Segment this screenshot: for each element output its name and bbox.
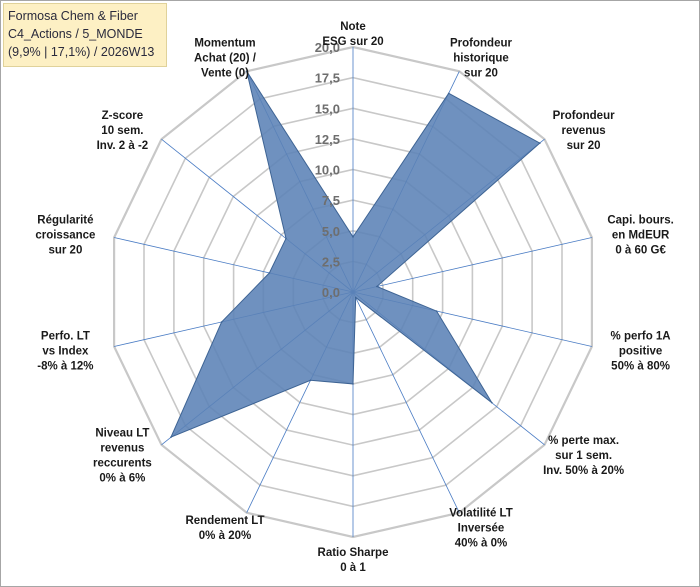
data-point xyxy=(285,237,287,240)
axis-label-line: % perfo 1A xyxy=(611,331,671,343)
title-box: Formosa Chem & Fiber C4_Actions / 5_MOND… xyxy=(3,3,167,67)
axis-label-line: 0 à 60 G€ xyxy=(615,244,666,256)
axis-label: Niveau LT revenus reccurents 0% à 6% xyxy=(93,428,152,485)
axis-label-line: Z-score xyxy=(102,110,144,122)
axis-label-line: Niveau LT xyxy=(95,428,149,440)
spoke-line xyxy=(352,237,592,293)
axis-label-line: reccurents xyxy=(93,458,152,470)
title-line-3: (9,9% | 17,1%) / 2026W13 xyxy=(8,45,155,59)
tick-label: 20,0 xyxy=(315,40,340,55)
data-point xyxy=(352,236,354,238)
axis-label-line: Rendement LT xyxy=(185,515,264,527)
axis-label-line: Régularité xyxy=(37,214,93,226)
tick-label: 15,0 xyxy=(315,101,340,116)
axis-label-line: 10 sem. xyxy=(101,125,143,137)
data-point xyxy=(268,272,271,274)
axis-label: Rendement LT 0% à 20% xyxy=(185,515,264,542)
axis-label: Momentum Achat (20) / Vente (0) xyxy=(194,37,257,79)
data-point xyxy=(354,296,357,299)
title-line-1: Formosa Chem & Fiber xyxy=(8,9,138,23)
radar-axis-labels: Note ESG sur 20 Profondeur historique sur 20… xyxy=(35,21,673,574)
axis-label-line: vs Index xyxy=(42,346,89,358)
axis-label-line: Inversée xyxy=(458,523,505,535)
spoke-line xyxy=(352,291,460,513)
axis-label-line: Perfo. LT xyxy=(41,331,90,343)
title-line-2: C4_Actions / 5_MONDE xyxy=(8,27,143,41)
data-point xyxy=(309,379,312,382)
axis-label-line: Inv. 50% à 20% xyxy=(543,465,624,477)
tick-label: 17,5 xyxy=(315,71,340,86)
axis-label-line: % perte max. xyxy=(548,435,619,447)
axis-label-line: Inv. 2 à -2 xyxy=(97,140,149,152)
axis-label-line: Momentum xyxy=(194,37,255,49)
radar-tick-labels: 0,0 2,5 5,0 7,5 10,0 12,5 15,0 17,5 20,0 xyxy=(315,40,340,300)
axis-label-line: sur 20 xyxy=(567,140,601,152)
axis-label-line: revenus xyxy=(100,443,144,455)
data-point xyxy=(170,436,172,438)
data-point xyxy=(376,285,378,288)
axis-label-line: sur 1 sem. xyxy=(555,450,612,462)
tick-label: 7,5 xyxy=(322,193,340,208)
data-point xyxy=(220,321,223,323)
axis-label-line: -8% à 12% xyxy=(37,361,93,373)
tick-label: 2,5 xyxy=(322,254,340,269)
axis-label: % perte max. sur 1 sem. Inv. 50% à 20% xyxy=(543,435,624,477)
axis-label: Volatilité LT Inversée 40% à 0% xyxy=(449,508,512,550)
data-point xyxy=(539,142,541,144)
tick-label: 5,0 xyxy=(322,224,340,239)
tick-label: 12,5 xyxy=(315,132,340,147)
axis-label-line: Note xyxy=(340,21,366,33)
data-point xyxy=(245,70,248,73)
axis-label-line: 50% à 80% xyxy=(611,361,670,373)
axis-label-line: 0 à 1 xyxy=(340,562,366,574)
axis-label-line: positive xyxy=(619,346,662,358)
axis-label-line: sur 20 xyxy=(48,244,82,256)
axis-label-line: croissance xyxy=(35,229,95,241)
axis-label-line: historique xyxy=(453,52,509,64)
axis-label-line: 40% à 0% xyxy=(455,538,507,550)
axis-label-line: Volatilité LT xyxy=(449,508,512,520)
axis-label: Profondeur revenus sur 20 xyxy=(553,110,615,152)
axis-label-line: Vente (0) xyxy=(201,67,249,79)
radar-series xyxy=(170,70,541,439)
axis-label: Z-score 10 sem. Inv. 2 à -2 xyxy=(97,110,149,152)
axis-label: Ratio Sharpe 0 à 1 xyxy=(318,547,389,574)
axis-label-line: Achat (20) / xyxy=(194,52,257,64)
axis-label-line: 0% à 6% xyxy=(99,473,145,485)
axis-label: Profondeur historique sur 20 xyxy=(450,37,512,79)
axis-label-line: Capi. bours. xyxy=(607,214,673,226)
axis-label: Perfo. LT vs Index -8% à 12% xyxy=(37,331,93,373)
axis-label-line: 0% à 20% xyxy=(199,530,251,542)
tick-label: 0,0 xyxy=(322,285,340,300)
data-point xyxy=(447,92,450,95)
data-point xyxy=(491,401,493,404)
axis-label: Régularité croissance sur 20 xyxy=(35,214,95,256)
axis-label-line: Ratio Sharpe xyxy=(318,547,389,559)
data-point xyxy=(352,383,354,385)
tick-label: 10,0 xyxy=(315,163,340,178)
axis-label: Capi. bours. en MdEUR 0 à 60 G€ xyxy=(607,214,673,256)
axis-label: Note ESG sur 20 xyxy=(322,21,383,48)
axis-label-line: sur 20 xyxy=(464,67,498,79)
data-point xyxy=(435,310,438,312)
axis-label: % perfo 1A positive 50% à 80% xyxy=(611,331,671,373)
axis-label-line: ESG sur 20 xyxy=(322,36,383,48)
axis-label-line: Profondeur xyxy=(450,37,512,49)
axis-label-line: Profondeur xyxy=(553,110,615,122)
axis-label-line: en MdEUR xyxy=(612,229,670,241)
axis-label-line: revenus xyxy=(562,125,606,137)
